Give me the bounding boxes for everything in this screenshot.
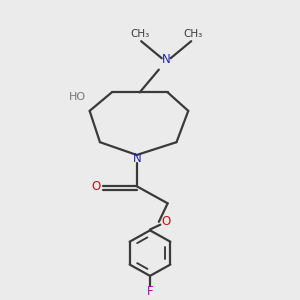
Text: N: N xyxy=(132,152,141,165)
Text: CH₃: CH₃ xyxy=(130,28,149,38)
Text: O: O xyxy=(92,180,101,193)
Text: HO: HO xyxy=(69,92,86,102)
Text: N: N xyxy=(162,53,171,66)
Text: O: O xyxy=(162,215,171,228)
Text: F: F xyxy=(147,285,153,298)
Text: CH₃: CH₃ xyxy=(183,28,202,38)
